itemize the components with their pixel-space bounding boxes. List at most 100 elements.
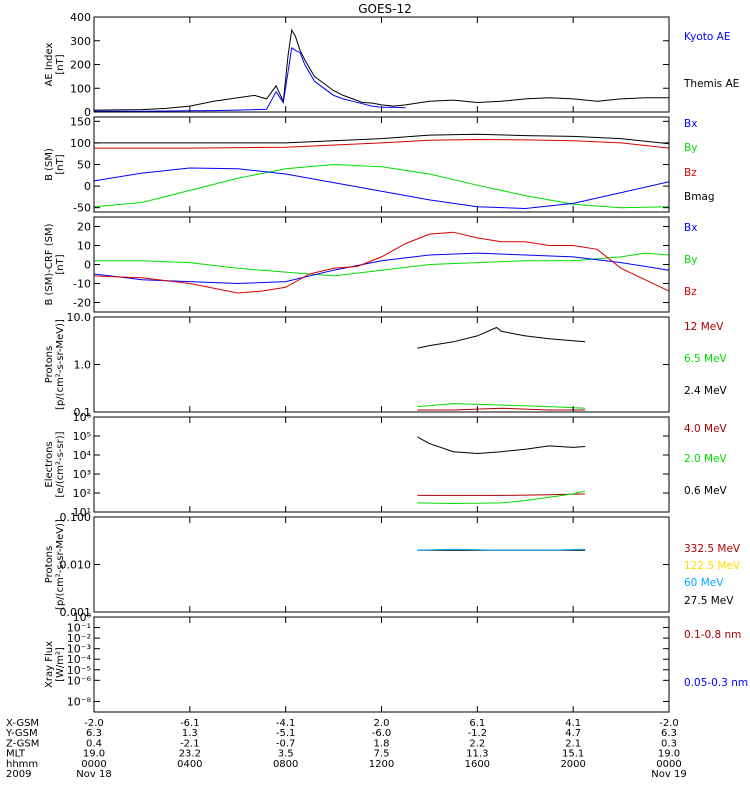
- y-tick-label: -10: [73, 278, 91, 291]
- legend-entry: 332.5 MeV: [684, 543, 741, 555]
- series-line-panel-5-1: [417, 436, 586, 455]
- y-tick-label: 10⁻⁵: [67, 664, 91, 677]
- ephemeris-value: -2.0: [84, 718, 104, 729]
- ephemeris-row-label: hhmm: [6, 759, 38, 770]
- ephemeris-value: 3.5: [278, 749, 294, 760]
- y-tick-label: 400: [70, 11, 91, 24]
- series-line-panel-4-1: [417, 326, 586, 349]
- y-tick-label: 10⁰: [73, 611, 92, 624]
- series-line-panel-2-1: [94, 133, 670, 145]
- y-tick-label: 0: [84, 106, 91, 119]
- legend-entry: 2.4 MeV: [684, 385, 728, 397]
- y-tick-label: 100: [70, 82, 91, 95]
- y-tick-label: 10: [77, 240, 91, 253]
- ephemeris-value: 2.0: [374, 718, 390, 729]
- y-tick-label: 0.100: [60, 511, 92, 524]
- y-tick-label: 10⁻²: [67, 632, 91, 645]
- legend-entry: Bx: [684, 222, 697, 234]
- ephemeris-value: -1.2: [468, 728, 488, 739]
- y-tick-label: 150: [70, 115, 91, 128]
- series-line-panel-4-2: [417, 403, 586, 409]
- ephemeris-value: -6.1: [180, 718, 200, 729]
- ephemeris-value: -4.1: [276, 718, 296, 729]
- y-tick-label: 0.1: [74, 406, 92, 419]
- legend-entry: 4.0 MeV: [684, 423, 728, 435]
- ephemeris-value: 6.1: [469, 718, 485, 729]
- ephemeris-value: 4.7: [565, 728, 581, 739]
- ephemeris-value: 0800: [273, 759, 298, 770]
- panel-2: -50 0 50 100 150 B (SM)[nT] Bx By Bz Bmag: [44, 115, 715, 214]
- ephemeris-value: 1.8: [374, 738, 390, 749]
- legend-entry: 0.1-0.8 nm: [684, 629, 741, 641]
- ephemeris-value: 2000: [560, 759, 585, 770]
- legend-entry: 6.5 MeV: [684, 353, 728, 365]
- series-line-panel-5-2: [417, 493, 586, 496]
- legend-entry: By: [684, 254, 697, 266]
- legend-entry: 12 MeV: [684, 321, 724, 333]
- y-tick-label: 10⁴: [73, 449, 92, 462]
- ephemeris-row-label: Y-GSM: [5, 728, 38, 739]
- ephemeris-row-label: MLT: [6, 749, 26, 760]
- y-tick-label: 10⁻³: [67, 643, 91, 656]
- y-axis-label: B (SM)[nT]: [44, 148, 66, 181]
- panel-3: -20 -10 0 10 20 B (SM)-CRF (SM)[nT] Bx By Bz: [44, 216, 697, 313]
- ephemeris-value: 11.3: [466, 749, 488, 760]
- series-line-panel-6-2: [417, 548, 586, 551]
- legend-entry: By: [684, 142, 697, 154]
- legend-entry: 0.05-0.3 nm: [684, 677, 748, 689]
- legend-entry: 60 MeV: [684, 577, 724, 589]
- panel-frame: [93, 416, 670, 513]
- ephemeris-value: 0.4: [86, 738, 102, 749]
- ephemeris-row-label: Z-GSM: [6, 738, 39, 749]
- ephemeris-value: 19.0: [658, 749, 680, 760]
- ephemeris-value: 0000: [656, 759, 681, 770]
- legend-entry: Bx: [684, 118, 697, 130]
- y-tick-label: 10²: [73, 487, 91, 500]
- ephemeris-table: X-GSM -2.0 -6.1 -4.1 2.0 6.1 4.1 -2.0 Y-GSM 6.3 1.…: [5, 718, 687, 780]
- y-tick-label: 0: [84, 259, 91, 272]
- ephemeris-value: 6.3: [661, 728, 677, 739]
- y-tick-label: 10⁻¹: [67, 622, 91, 635]
- y-tick-label: 300: [70, 35, 91, 48]
- ephemeris-value: 0000: [81, 759, 106, 770]
- panel-frame: [93, 216, 670, 313]
- legend-entry: Bz: [684, 286, 697, 298]
- legend-entry: 0.6 MeV: [684, 485, 728, 497]
- y-tick-label: 10⁻⁸: [67, 695, 92, 708]
- y-axis-label: Xray Flux[W/m²]: [44, 641, 66, 688]
- ephemeris-value: 2.2: [469, 738, 485, 749]
- y-tick-label: 0: [84, 180, 91, 193]
- y-axis-label: B (SM)-CRF (SM)[nT]: [44, 223, 66, 305]
- y-tick-label: 10⁵: [73, 430, 91, 443]
- legend-entry: Kyoto AE: [684, 31, 730, 43]
- ephemeris-value: 19.0: [83, 749, 105, 760]
- y-axis-label: Electrons[e/(cm²-s-sr)]: [44, 431, 66, 497]
- ephemeris-value: -2.1: [180, 738, 200, 749]
- ephemeris-value: 1600: [465, 759, 490, 770]
- panel-5: 10¹ 10² 10³ 10⁴ 10⁵ 10⁶ Electrons[e/(cm²-s-sr)…: [44, 411, 728, 519]
- legend-entry: Themis AE: [683, 78, 739, 90]
- ephemeris-value: -6.0: [372, 728, 392, 739]
- panel-frame: [93, 616, 670, 713]
- ephemeris-value: Nov 19: [651, 769, 686, 780]
- ephemeris-value: 2.1: [565, 738, 581, 749]
- series-line-panel-4-3: [417, 407, 586, 411]
- y-tick-label: 100: [70, 137, 91, 150]
- y-tick-label: 200: [70, 59, 91, 72]
- y-axis-label: AE Index[nT]: [44, 42, 66, 86]
- ephemeris-row-label: X-GSM: [6, 718, 39, 729]
- y-tick-label: 10⁻⁶: [67, 674, 92, 687]
- ephemeris-value: 1.3: [182, 728, 198, 739]
- ephemeris-value: 4.1: [565, 718, 581, 729]
- series-line-panel-2-4: [93, 167, 670, 210]
- y-tick-label: 10⁶: [73, 411, 92, 424]
- ephemeris-value: 15.1: [562, 749, 584, 760]
- y-tick-label: 0.001: [60, 606, 92, 619]
- ephemeris-value: 23.2: [179, 749, 201, 760]
- ephemeris-value: 6.3: [86, 728, 102, 739]
- y-tick-label: 10.0: [67, 311, 92, 324]
- panel-6: 0.001 0.010 0.100Protons[p/(cm²-s-sr-MeV)]…: [44, 511, 741, 619]
- series-line-panel-2-2: [94, 138, 670, 149]
